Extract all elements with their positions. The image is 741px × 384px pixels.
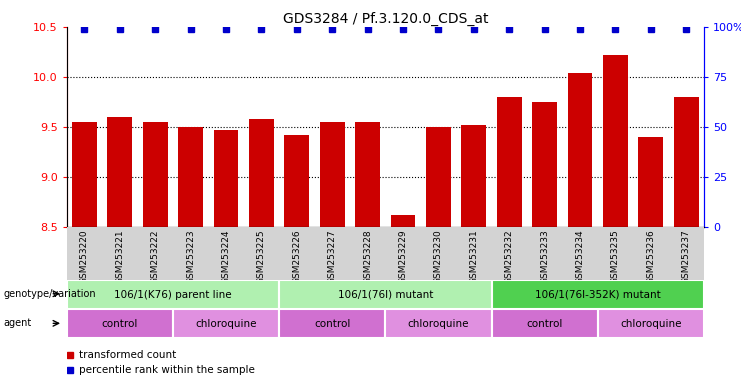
Text: GSM253231: GSM253231 [469, 229, 479, 284]
Bar [173, 309, 279, 338]
Bar [249, 119, 273, 227]
Bar [279, 309, 385, 338]
Bar [491, 309, 598, 338]
Bar [72, 122, 97, 227]
Bar [385, 309, 491, 338]
Bar [67, 280, 279, 309]
Bar [426, 127, 451, 227]
Bar [603, 55, 628, 227]
Text: chloroquine: chloroquine [196, 318, 256, 329]
Bar [491, 280, 704, 309]
Text: GSM253227: GSM253227 [328, 229, 336, 284]
Bar [674, 97, 699, 227]
Text: GSM253225: GSM253225 [257, 229, 266, 284]
Text: GSM253221: GSM253221 [116, 229, 124, 284]
Text: GSM253230: GSM253230 [434, 229, 443, 284]
Text: control: control [526, 318, 563, 329]
Bar [568, 73, 592, 227]
Text: GSM253229: GSM253229 [399, 229, 408, 284]
Text: control: control [102, 318, 138, 329]
Text: chloroquine: chloroquine [620, 318, 682, 329]
Text: transformed count: transformed count [79, 350, 176, 360]
Text: GSM253235: GSM253235 [611, 229, 620, 284]
Text: genotype/variation: genotype/variation [4, 289, 96, 299]
Text: 106/1(76I) mutant: 106/1(76I) mutant [338, 290, 433, 300]
Bar [355, 122, 380, 227]
Title: GDS3284 / Pf.3.120.0_CDS_at: GDS3284 / Pf.3.120.0_CDS_at [282, 12, 488, 26]
Bar [285, 135, 309, 227]
Text: 106/1(76I-352K) mutant: 106/1(76I-352K) mutant [535, 290, 661, 300]
Text: GSM253220: GSM253220 [80, 229, 89, 284]
Bar [67, 309, 173, 338]
Bar [213, 130, 239, 227]
Text: GSM253228: GSM253228 [363, 229, 372, 284]
Text: GSM253233: GSM253233 [540, 229, 549, 284]
Text: GSM253236: GSM253236 [646, 229, 655, 284]
Text: agent: agent [4, 318, 32, 328]
Bar [639, 137, 663, 227]
Bar [532, 102, 557, 227]
Bar [462, 125, 486, 227]
Text: GSM253226: GSM253226 [292, 229, 302, 284]
Bar [320, 122, 345, 227]
Bar [598, 309, 704, 338]
Bar [496, 97, 522, 227]
Bar [143, 122, 167, 227]
Text: GSM253234: GSM253234 [576, 229, 585, 284]
Text: control: control [314, 318, 350, 329]
Bar [178, 127, 203, 227]
Text: GSM253222: GSM253222 [150, 229, 160, 284]
Text: GSM253224: GSM253224 [222, 229, 230, 284]
Text: GSM253223: GSM253223 [186, 229, 195, 284]
Text: 106/1(K76) parent line: 106/1(K76) parent line [114, 290, 232, 300]
Text: chloroquine: chloroquine [408, 318, 469, 329]
Text: percentile rank within the sample: percentile rank within the sample [79, 366, 256, 376]
Bar [107, 117, 132, 227]
Bar [279, 280, 491, 309]
Text: GSM253237: GSM253237 [682, 229, 691, 284]
Bar [391, 215, 416, 227]
Text: GSM253232: GSM253232 [505, 229, 514, 284]
